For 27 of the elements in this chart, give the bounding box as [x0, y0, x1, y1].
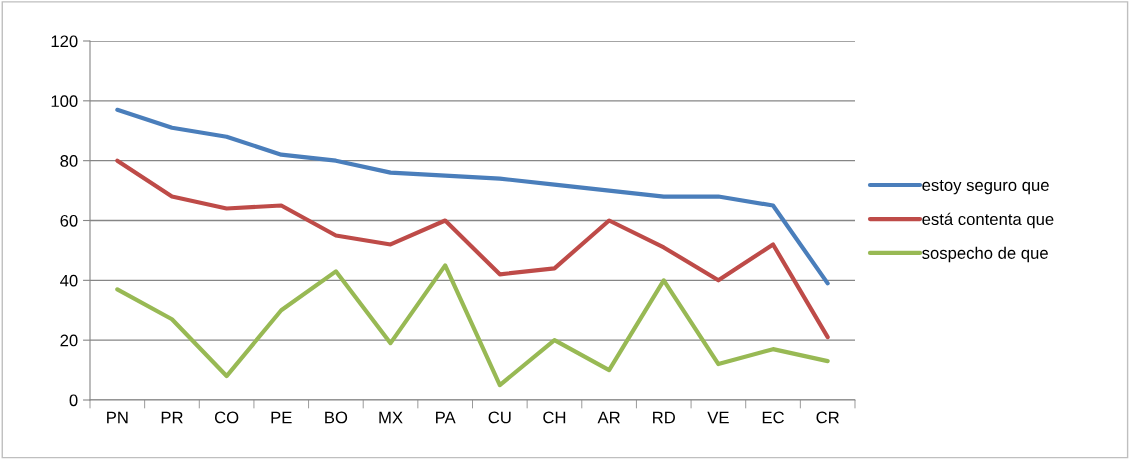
line-series: [115, 263, 830, 388]
x-tick-label: CO: [214, 411, 239, 424]
x-tick-label: CU: [488, 411, 511, 424]
x-tick-label: MX: [379, 411, 403, 424]
x-tick-label: VE: [707, 411, 729, 424]
x-tick-label: RD: [653, 411, 675, 424]
line-series: [115, 158, 830, 340]
x-tick-label: PR: [161, 411, 183, 424]
x-tick-label: EC: [762, 411, 784, 424]
x-tick-label: AR: [597, 411, 620, 424]
x-tick-label: PA: [436, 411, 456, 424]
y-tick-label: 100: [51, 95, 78, 108]
x-tick-label: CH: [543, 411, 566, 424]
y-tick-label: 40: [60, 274, 78, 287]
x-tick-label: PE: [271, 411, 292, 424]
y-tick-label: 80: [60, 155, 78, 167]
legend-label: sospecho de que: [922, 246, 1048, 263]
legend-label: estoy seguro que: [922, 180, 1049, 195]
x-tick-label: CR: [816, 411, 839, 424]
legend-label: está contenta que: [922, 212, 1054, 229]
line-series: [115, 107, 830, 286]
x-tick-label: PN: [107, 411, 128, 424]
y-tick-label: 20: [60, 334, 78, 347]
y-tick-label: 120: [51, 35, 78, 48]
y-tick-label: 0: [69, 394, 78, 407]
x-tick-label: BO: [325, 411, 348, 424]
y-tick-label: 60: [60, 214, 78, 227]
